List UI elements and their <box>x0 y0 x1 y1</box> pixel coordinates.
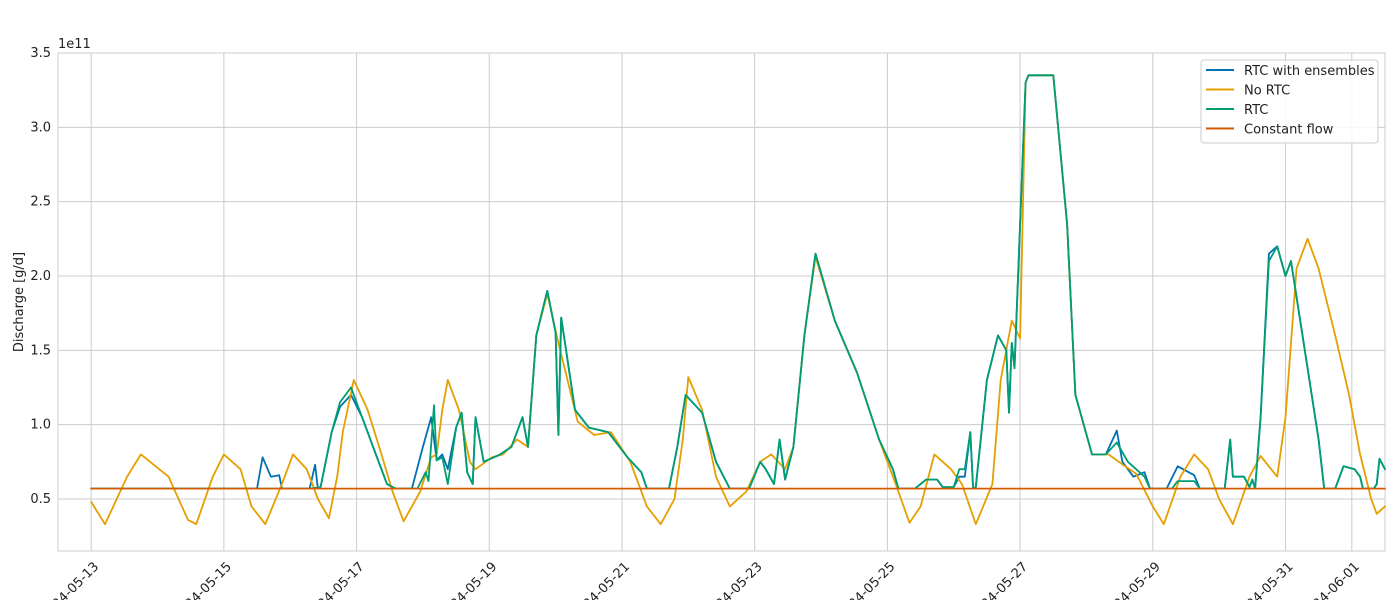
legend-box <box>1200 59 1379 144</box>
legend-label: RTC with ensembles <box>1244 64 1375 79</box>
y-tick-label: 1.0 <box>30 418 51 433</box>
series-layer <box>90 74 1386 526</box>
y-axis-offset-label: 1e11 <box>58 37 91 52</box>
y-tick-label: 0.5 <box>30 492 51 507</box>
plot-frame <box>57 52 1386 552</box>
y-tick-label: 2.5 <box>30 195 51 210</box>
series-line-2 <box>90 74 1386 526</box>
grid-lines <box>58 52 1385 551</box>
y-tick-label: 3.0 <box>30 120 51 135</box>
legend: RTC with ensembles No RTC RTC Constant flow <box>1200 59 1379 144</box>
legend-label: RTC <box>1244 103 1268 118</box>
y-axis-label: Discharge [g/d] <box>12 252 27 352</box>
y-tick-label: 1.5 <box>30 343 51 358</box>
y-tick-label: 2.0 <box>30 269 51 284</box>
y-axis-ticks: 0.5 1.0 1.5 2.0 2.5 3.0 3.5 <box>30 46 51 507</box>
legend-label: Constant flow <box>1244 123 1334 138</box>
y-tick-label: 3.5 <box>30 46 51 61</box>
series-line-3 <box>90 74 1386 490</box>
legend-label: No RTC <box>1244 84 1290 99</box>
